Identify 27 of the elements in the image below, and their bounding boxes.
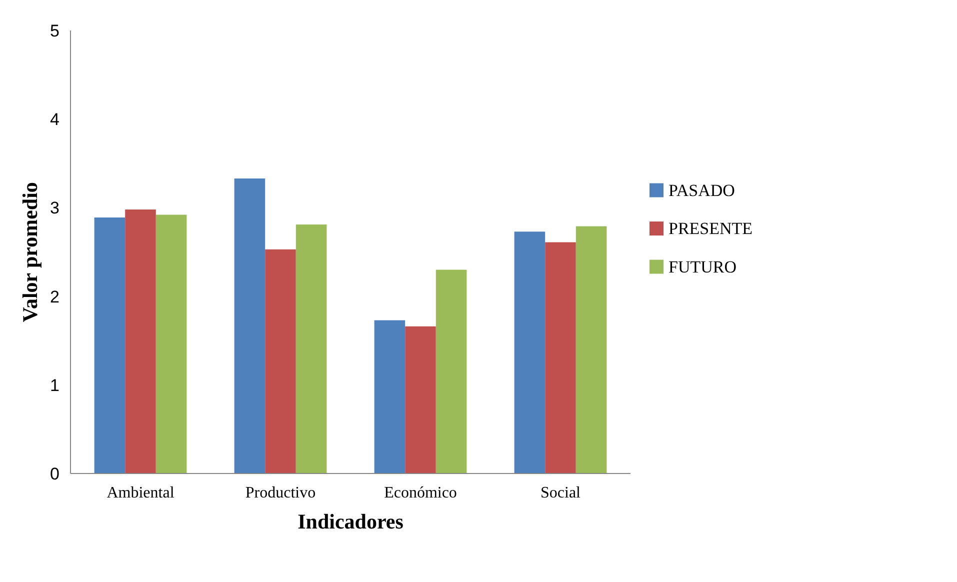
y-axis-title: Valor promedio <box>18 182 42 322</box>
bar <box>94 217 126 474</box>
x-axis-title: Indicadores <box>298 510 404 534</box>
x-tick-label: Económico <box>384 484 457 502</box>
bar <box>436 270 467 474</box>
bar <box>234 178 266 474</box>
legend-label: PASADO <box>668 180 735 200</box>
legend-label: FUTURO <box>668 257 737 276</box>
bar <box>125 209 156 474</box>
y-tick-label: 1 <box>50 376 60 395</box>
x-tick-label: Productivo <box>245 484 316 502</box>
bar <box>576 226 607 474</box>
x-tick-label: Social <box>540 484 582 502</box>
bar <box>296 224 327 474</box>
bar <box>374 320 406 474</box>
y-tick-label: 3 <box>50 198 60 218</box>
bar <box>405 326 436 474</box>
bar <box>514 232 546 474</box>
y-tick-label: 4 <box>50 110 60 130</box>
x-tick-label: Ambiental <box>106 484 175 502</box>
legend-label: PRESENTE <box>668 219 753 238</box>
bar <box>545 242 576 474</box>
bar <box>156 214 187 474</box>
y-tick-label: 2 <box>50 287 60 306</box>
y-tick-label: 0 <box>50 464 60 484</box>
y-tick-label: 5 <box>50 22 60 40</box>
bar <box>265 249 296 474</box>
